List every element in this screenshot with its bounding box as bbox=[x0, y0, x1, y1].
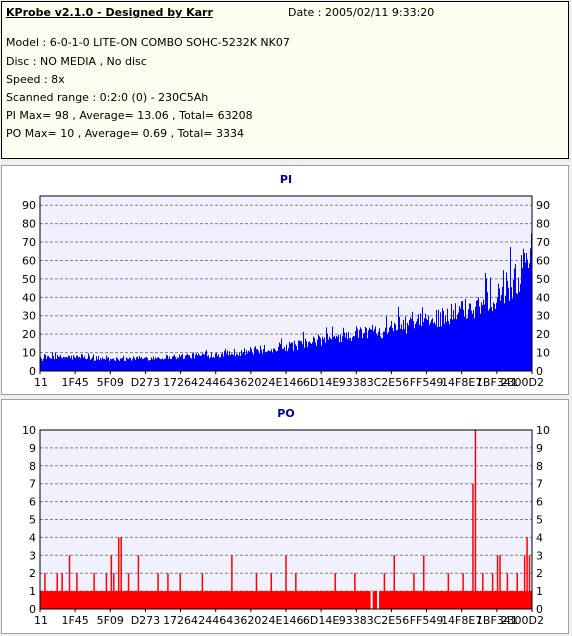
pi-ytick-right: 60 bbox=[536, 254, 550, 267]
pi-xtick: 4E146 bbox=[269, 376, 304, 389]
pi-summary: PI Max= 98 , Average= 13.06 , Total= 632… bbox=[6, 109, 253, 122]
po-ytick-left: 1 bbox=[29, 585, 36, 598]
pi-panel: PI 0 0 10 10 20 20 30 30 40 40 50 50 60 60 70 70 80 80 90 90… bbox=[1, 165, 569, 395]
po-ytick-right: 4 bbox=[536, 531, 543, 544]
pi-ytick-left: 10 bbox=[22, 347, 36, 360]
pi-chart-title: PI bbox=[280, 173, 292, 186]
pi-ytick-left: 20 bbox=[22, 328, 36, 341]
pi-xtick: 93383 bbox=[339, 376, 374, 389]
po-ytick-right: 0 bbox=[536, 603, 543, 616]
po-xtick: 24464 bbox=[198, 614, 233, 627]
scan-date: Date : 2005/02/11 9:33:20 bbox=[288, 6, 435, 19]
po-ytick-right: 8 bbox=[536, 460, 543, 473]
pi-ytick-right: 0 bbox=[536, 365, 543, 378]
po-ytick-left: 8 bbox=[29, 460, 36, 473]
po-ytick-left: 0 bbox=[29, 603, 36, 616]
speed-line: Speed : 8x bbox=[6, 73, 65, 86]
info-panel: KProbe v2.1.0 - Designed by Karr Date : … bbox=[1, 1, 569, 159]
po-xtick: C2E56 bbox=[374, 614, 410, 627]
pi-ytick-left: 90 bbox=[22, 199, 36, 212]
pi-ytick-right: 40 bbox=[536, 291, 550, 304]
po-plot-frame bbox=[39, 429, 533, 610]
pi-xtick: 11 bbox=[34, 376, 48, 389]
po-ytick-right: 6 bbox=[536, 496, 543, 509]
po-ytick-right: 3 bbox=[536, 549, 543, 562]
po-gap bbox=[377, 591, 380, 609]
range-line: Scanned range : 0:2:0 (0) - 230C5Ah bbox=[6, 91, 209, 104]
po-summary: PO Max= 10 , Average= 0.69 , Total= 3334 bbox=[6, 127, 244, 140]
po-xtick: 1BF341 bbox=[476, 614, 518, 627]
po-ytick-left: 10 bbox=[22, 424, 36, 437]
po-chart-title: PO bbox=[277, 407, 294, 420]
pi-plot-frame bbox=[39, 195, 533, 372]
pi-ytick-left: 40 bbox=[22, 291, 36, 304]
pi-bars bbox=[40, 233, 532, 371]
pi-ytick-right: 70 bbox=[536, 236, 550, 249]
pi-ytick-right: 90 bbox=[536, 199, 550, 212]
po-ytick-left: 5 bbox=[29, 514, 36, 527]
po-ytick-left: 4 bbox=[29, 531, 36, 544]
po-xtick: 4E146 bbox=[269, 614, 304, 627]
po-xtick: 93383 bbox=[339, 614, 374, 627]
pi-xtick: 6D14E bbox=[303, 376, 339, 389]
pi-ytick-left: 0 bbox=[29, 365, 36, 378]
po-ytick-left: 2 bbox=[29, 567, 36, 580]
po-ytick-right: 2 bbox=[536, 567, 543, 580]
po-ytick-right: 7 bbox=[536, 478, 543, 491]
pi-xtick: FF549 bbox=[410, 376, 444, 389]
po-xtick: 14F8E7 bbox=[441, 614, 482, 627]
po-ytick-right: 1 bbox=[536, 585, 543, 598]
po-ytick-right: 10 bbox=[536, 424, 550, 437]
po-gap bbox=[370, 591, 373, 609]
pi-xtick: 1F45 bbox=[61, 376, 88, 389]
po-bars bbox=[40, 430, 532, 609]
po-ytick-right: 9 bbox=[536, 442, 543, 455]
pi-xtick: 24464 bbox=[198, 376, 233, 389]
po-xtick: 17264 bbox=[163, 614, 198, 627]
po-xtick: 6D14E bbox=[303, 614, 339, 627]
po-ytick-left: 3 bbox=[29, 549, 36, 562]
po-panel: PO 0 0 1 1 2 2 3 3 4 4 5 5 6 6 7 7 8 8 9 9 10 10 11 1F45 5F09 D273… bbox=[1, 399, 569, 634]
po-xtick: 36202 bbox=[233, 614, 268, 627]
pi-ytick-left: 50 bbox=[22, 273, 36, 286]
po-ytick-left: 6 bbox=[29, 496, 36, 509]
model-line: Model : 6-0-1-0 LITE-ON COMBO SOHC-5232K… bbox=[6, 36, 290, 49]
pi-ytick-left: 80 bbox=[22, 218, 36, 231]
po-xtick: 1F45 bbox=[61, 614, 88, 627]
po-xtick: 11 bbox=[34, 614, 48, 627]
disc-line: Disc : NO MEDIA , No disc bbox=[6, 55, 147, 68]
pi-ytick-right: 20 bbox=[536, 328, 550, 341]
po-xtick: 5F09 bbox=[97, 614, 124, 627]
pi-ytick-right: 30 bbox=[536, 310, 550, 323]
pi-ytick-right: 80 bbox=[536, 218, 550, 231]
pi-ytick-left: 70 bbox=[22, 236, 36, 249]
pi-xtick: 17264 bbox=[163, 376, 198, 389]
pi-chart: PI 0 0 10 10 20 20 30 30 40 40 50 50 60 60 70 70 80 80 90 90… bbox=[22, 173, 550, 389]
pi-xtick: 36202 bbox=[233, 376, 268, 389]
pi-ytick-right: 10 bbox=[536, 347, 550, 360]
pi-xtick: 5F09 bbox=[97, 376, 124, 389]
pi-xtick: C2E56 bbox=[374, 376, 410, 389]
po-xtick: FF549 bbox=[410, 614, 444, 627]
pi-xtick: 14F8E7 bbox=[441, 376, 482, 389]
po-ytick-right: 5 bbox=[536, 514, 543, 527]
pi-xtick: 2300D2 bbox=[501, 376, 544, 389]
pi-xtick: D273 bbox=[131, 376, 160, 389]
pi-xtick: 1BF341 bbox=[476, 376, 518, 389]
pi-ytick-right: 50 bbox=[536, 273, 550, 286]
po-xtick: 2300D2 bbox=[501, 614, 544, 627]
pi-ytick-left: 30 bbox=[22, 310, 36, 323]
pi-ytick-left: 60 bbox=[22, 254, 36, 267]
po-xtick: D273 bbox=[131, 614, 160, 627]
app-title: KProbe v2.1.0 - Designed by Karr bbox=[6, 6, 213, 19]
po-ytick-left: 7 bbox=[29, 478, 36, 491]
po-ytick-left: 9 bbox=[29, 442, 36, 455]
